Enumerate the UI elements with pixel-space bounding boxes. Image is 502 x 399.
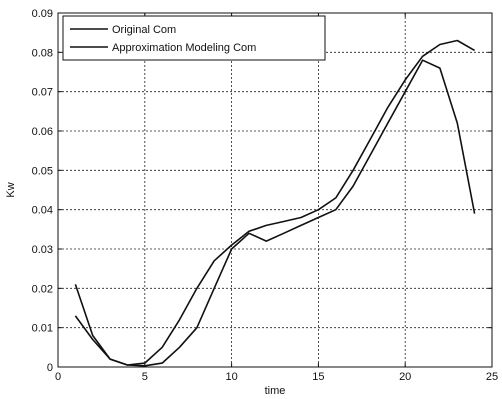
x-tick-label: 10 — [225, 371, 237, 383]
plot-frame — [58, 13, 492, 367]
y-axis-label: Kw — [5, 182, 17, 197]
series-line-approximation-modeling-com — [75, 41, 474, 366]
x-axis-label: time — [265, 385, 286, 397]
series-lines — [75, 41, 474, 366]
legend-label-approximation-modeling-com: Approximation Modeling Com — [112, 42, 256, 54]
tick-marks — [58, 13, 492, 367]
x-tick-label: 15 — [312, 371, 324, 383]
tick-labels: 0 5 10 15 20 25 0 0.01 0.02 0.03 0.04 0.05 0.06 0.07 0… — [32, 8, 499, 383]
x-tick-label: 20 — [399, 371, 411, 383]
series-line-original-com — [75, 60, 474, 366]
y-tick-label: 0 — [47, 362, 53, 374]
legend: Original Com Approximation Modeling Com — [63, 16, 325, 60]
y-tick-label: 0.05 — [32, 165, 53, 177]
y-tick-label: 0.03 — [32, 244, 53, 256]
y-tick-label: 0.07 — [32, 87, 53, 99]
grid-lines — [58, 13, 492, 367]
y-tick-label: 0.09 — [32, 8, 53, 20]
x-tick-label: 5 — [142, 371, 148, 383]
y-tick-label: 0.06 — [32, 126, 53, 138]
y-tick-label: 0.08 — [32, 47, 53, 59]
y-tick-label: 0.04 — [32, 205, 53, 217]
legend-label-original-com: Original Com — [112, 24, 176, 36]
x-tick-label: 25 — [486, 371, 498, 383]
y-tick-label: 0.01 — [32, 323, 53, 335]
x-tick-label: 0 — [55, 371, 61, 383]
y-tick-label: 0.02 — [32, 283, 53, 295]
